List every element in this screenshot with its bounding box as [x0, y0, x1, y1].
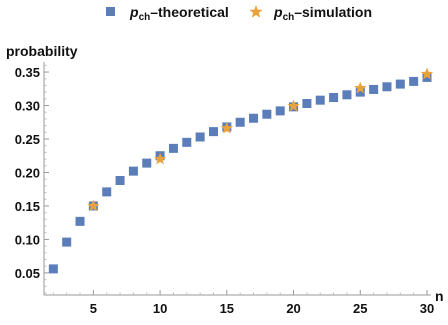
y-tick-label: 0.10 — [15, 232, 40, 247]
y-tick-label: 0.15 — [15, 199, 40, 214]
legend-label-simulation: pch–simulation — [273, 4, 372, 23]
theoretical-point — [262, 109, 272, 119]
theoretical-point — [75, 216, 85, 226]
simulation-point — [287, 99, 300, 112]
theoretical-point — [369, 84, 379, 94]
y-axis-title: probability — [6, 43, 78, 59]
theoretical-point — [249, 113, 259, 123]
theoretical-point — [355, 87, 365, 97]
y-tick-label: 0.30 — [15, 99, 40, 114]
y-tick-label: 0.05 — [15, 266, 40, 281]
x-tick-label: 20 — [286, 301, 300, 316]
theoretical-point — [208, 127, 218, 137]
theoretical-point — [195, 132, 205, 142]
theoretical-point — [168, 143, 178, 153]
theoretical-point — [422, 72, 432, 82]
theoretical-point — [235, 117, 245, 127]
theoretical-point — [128, 166, 138, 176]
y-tick-label: 0.20 — [15, 165, 40, 180]
theoretical-point — [329, 92, 339, 102]
simulation-point — [354, 81, 367, 94]
theoretical-point — [315, 95, 325, 105]
theoretical-point — [409, 76, 419, 86]
simulation-point — [87, 199, 100, 212]
x-axis-title: n — [435, 288, 444, 304]
data-markers — [48, 67, 434, 274]
x-tick-label: 30 — [420, 301, 434, 316]
y-tick-label: 0.35 — [15, 65, 40, 80]
theoretical-point — [115, 176, 125, 186]
legend-item-simulation: pch–simulation — [249, 4, 372, 23]
theoretical-point — [142, 158, 152, 168]
simulation-point — [153, 152, 167, 165]
theoretical-point — [382, 82, 392, 92]
y-tick-label: 0.25 — [15, 132, 40, 147]
x-tick-label: 25 — [353, 301, 367, 316]
axis-ticks: 5 10 15 20 25 30 0.05 0.10 0.15 0.20 0.25 0.30 0.35 — [15, 64, 434, 316]
legend-item-theoretical: pch–theoretical — [106, 4, 229, 23]
theoretical-point — [62, 237, 72, 247]
simulation-point — [220, 121, 234, 134]
theoretical-point — [302, 99, 312, 109]
theoretical-point — [275, 106, 285, 116]
x-tick-label: 5 — [90, 301, 97, 316]
theoretical-point — [48, 264, 58, 274]
legend: pch–theoretical pch–simulation — [106, 4, 372, 23]
theoretical-point — [342, 90, 352, 100]
x-tick-label: 15 — [220, 301, 234, 316]
legend-label-theoretical: pch–theoretical — [129, 4, 229, 23]
legend-star-marker — [249, 5, 263, 18]
theoretical-point — [102, 187, 112, 197]
simulation-point — [420, 67, 434, 80]
x-tick-label: 10 — [153, 301, 167, 316]
legend-square-marker — [106, 7, 115, 16]
theoretical-point — [182, 137, 192, 147]
theoretical-point — [395, 79, 405, 89]
